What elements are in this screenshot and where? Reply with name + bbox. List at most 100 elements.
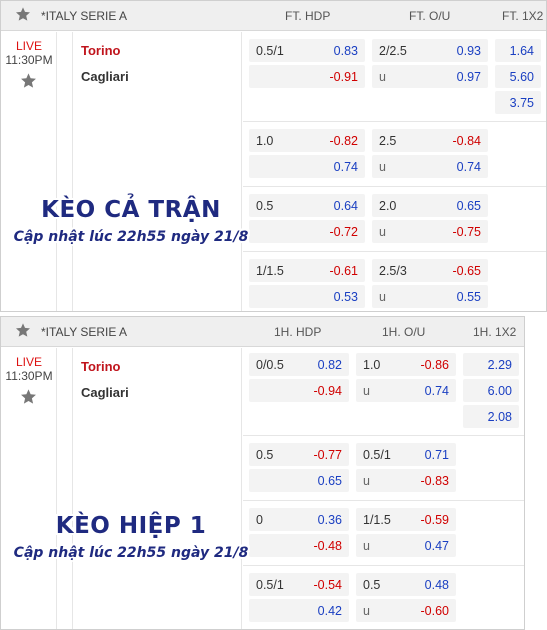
draw-odds[interactable]: 3.75 <box>495 91 541 114</box>
hdp-line: 0 <box>256 513 263 527</box>
ou-under-odds: -0.83 <box>420 474 450 488</box>
teams-column: Torino Cagliari <box>72 348 242 629</box>
ou-under-odds-cell[interactable]: u 0.74 <box>356 379 456 402</box>
ou-under-odds: 0.47 <box>424 539 449 553</box>
ou-under-odds-cell[interactable]: u 0.47 <box>356 534 456 557</box>
hdp-home-odds-cell[interactable]: 0 0.36 <box>249 508 349 531</box>
ou-under-odds-cell[interactable]: u 0.97 <box>372 65 488 88</box>
hdp-away-odds-cell[interactable]: -0.91 <box>249 65 365 88</box>
hdp-line: 0.5/1 <box>256 578 284 592</box>
draw-odds[interactable]: 2.08 <box>463 405 519 428</box>
ou-under-odds-cell[interactable]: u 0.74 <box>372 155 488 178</box>
ou-line: 1/1.5 <box>363 513 391 527</box>
ou-over-odds: 0.48 <box>424 578 449 592</box>
ou-over-odds: -0.59 <box>420 513 450 527</box>
live-badge: LIVE <box>15 39 42 53</box>
hdp-home-odds-cell[interactable]: 0.5 -0.77 <box>249 443 349 466</box>
home-team[interactable]: Torino <box>81 43 121 58</box>
ou-under-odds: 0.97 <box>456 70 481 84</box>
row-divider <box>243 435 524 436</box>
ou-over-odds: 0.93 <box>456 44 481 58</box>
under-label: u <box>379 290 386 304</box>
home-team[interactable]: Torino <box>81 359 121 374</box>
column-header-hdp: FT. HDP <box>285 9 331 23</box>
hdp-away-odds-cell[interactable]: 0.42 <box>249 599 349 622</box>
league-name: *ITALY SERIE A <box>41 325 128 339</box>
ou-over-odds: -0.86 <box>420 358 450 372</box>
hdp-home-odds-cell[interactable]: 1.0 -0.82 <box>249 129 365 152</box>
hdp-away-odds-cell[interactable]: -0.72 <box>249 220 365 243</box>
hdp-away-odds-cell[interactable]: 0.53 <box>249 285 365 308</box>
ou-under-odds-cell[interactable]: u -0.60 <box>356 599 456 622</box>
ou-under-odds-cell[interactable]: u -0.75 <box>372 220 488 243</box>
ou-over-odds-cell[interactable]: 2.5/3 -0.65 <box>372 259 488 282</box>
star-icon[interactable] <box>15 322 31 338</box>
ou-line: 2.5 <box>379 134 397 148</box>
hdp-away-odds-cell[interactable]: -0.94 <box>249 379 349 402</box>
ou-over-odds: 0.65 <box>456 199 481 213</box>
ou-under-odds-cell[interactable]: u 0.55 <box>372 285 488 308</box>
ou-over-odds-cell[interactable]: 1/1.5 -0.59 <box>356 508 456 531</box>
hdp-away-odds: 0.74 <box>333 160 358 174</box>
away-win-odds[interactable]: 5.60 <box>495 65 541 88</box>
hdp-home-odds-cell[interactable]: 0.5/1 0.83 <box>249 39 365 62</box>
hdp-away-odds-cell[interactable]: 0.65 <box>249 469 349 492</box>
hdp-line: 0.5/1 <box>256 44 284 58</box>
kickoff-time: 11:30PM <box>5 369 53 383</box>
ou-under-odds-cell[interactable]: u -0.83 <box>356 469 456 492</box>
hdp-line: 0.5 <box>256 199 274 213</box>
hdp-away-odds-cell[interactable]: -0.48 <box>249 534 349 557</box>
hdp-home-odds: 0.82 <box>317 358 342 372</box>
favorite-star-icon[interactable] <box>20 388 37 405</box>
odds-panel-first-half: *ITALY SERIE A 1H. HDP 1H. O/U 1H. 1X2 L… <box>0 316 525 630</box>
kickoff-time: 11:30PM <box>5 53 53 67</box>
ou-under-odds: -0.60 <box>420 604 450 618</box>
ou-over-odds-cell[interactable]: 0.5 0.48 <box>356 573 456 596</box>
overlay-subtitle: Cập nhật lúc 22h55 ngày 21/8 <box>13 545 249 561</box>
home-win-odds[interactable]: 2.29 <box>463 353 519 376</box>
match-time-column: LIVE 11:30PM <box>1 348 57 629</box>
hdp-home-odds: 0.36 <box>317 513 342 527</box>
ou-over-odds: -0.65 <box>452 264 482 278</box>
ou-line: 2.5/3 <box>379 264 407 278</box>
away-team[interactable]: Cagliari <box>81 69 129 84</box>
under-label: u <box>379 70 386 84</box>
hdp-home-odds-cell[interactable]: 0.5/1 -0.54 <box>249 573 349 596</box>
away-team[interactable]: Cagliari <box>81 385 129 400</box>
ou-over-odds-cell[interactable]: 2.5 -0.84 <box>372 129 488 152</box>
column-header-1x2: 1H. 1X2 <box>473 325 517 339</box>
under-label: u <box>363 604 370 618</box>
favorite-star-icon[interactable] <box>20 72 37 89</box>
column-header-ou: 1H. O/U <box>382 325 426 339</box>
row-divider <box>243 186 546 187</box>
under-label: u <box>363 474 370 488</box>
ou-line: 1.0 <box>363 358 381 372</box>
odds-panel-fulltime: *ITALY SERIE A FT. HDP FT. O/U FT. 1X2 L… <box>0 0 547 312</box>
ou-over-odds-cell[interactable]: 2/2.5 0.93 <box>372 39 488 62</box>
row-divider <box>243 121 546 122</box>
hdp-away-odds: -0.91 <box>329 70 359 84</box>
hdp-away-odds-cell[interactable]: 0.74 <box>249 155 365 178</box>
hdp-home-odds-cell[interactable]: 1/1.5 -0.61 <box>249 259 365 282</box>
ou-over-odds-cell[interactable]: 0.5/1 0.71 <box>356 443 456 466</box>
hdp-line: 1/1.5 <box>256 264 284 278</box>
star-icon[interactable] <box>15 6 31 22</box>
ou-under-odds: 0.74 <box>424 384 449 398</box>
ou-line: 2.0 <box>379 199 397 213</box>
hdp-away-odds: -0.72 <box>329 225 359 239</box>
home-win-odds[interactable]: 1.64 <box>495 39 541 62</box>
ou-over-odds: 0.71 <box>424 448 449 462</box>
away-win-odds[interactable]: 6.00 <box>463 379 519 402</box>
ou-under-odds: 0.55 <box>456 290 481 304</box>
ou-over-odds-cell[interactable]: 1.0 -0.86 <box>356 353 456 376</box>
hdp-home-odds: -0.77 <box>313 448 343 462</box>
hdp-home-odds: 0.83 <box>333 44 358 58</box>
hdp-home-odds-cell[interactable]: 0.5 0.64 <box>249 194 365 217</box>
ou-under-odds: -0.75 <box>452 225 482 239</box>
ou-over-odds: -0.84 <box>452 134 482 148</box>
live-badge: LIVE <box>15 355 42 369</box>
hdp-away-odds: 0.42 <box>317 604 342 618</box>
ou-over-odds-cell[interactable]: 2.0 0.65 <box>372 194 488 217</box>
panel-header: *ITALY SERIE A 1H. HDP 1H. O/U 1H. 1X2 <box>1 317 524 347</box>
hdp-home-odds-cell[interactable]: 0/0.5 0.82 <box>249 353 349 376</box>
